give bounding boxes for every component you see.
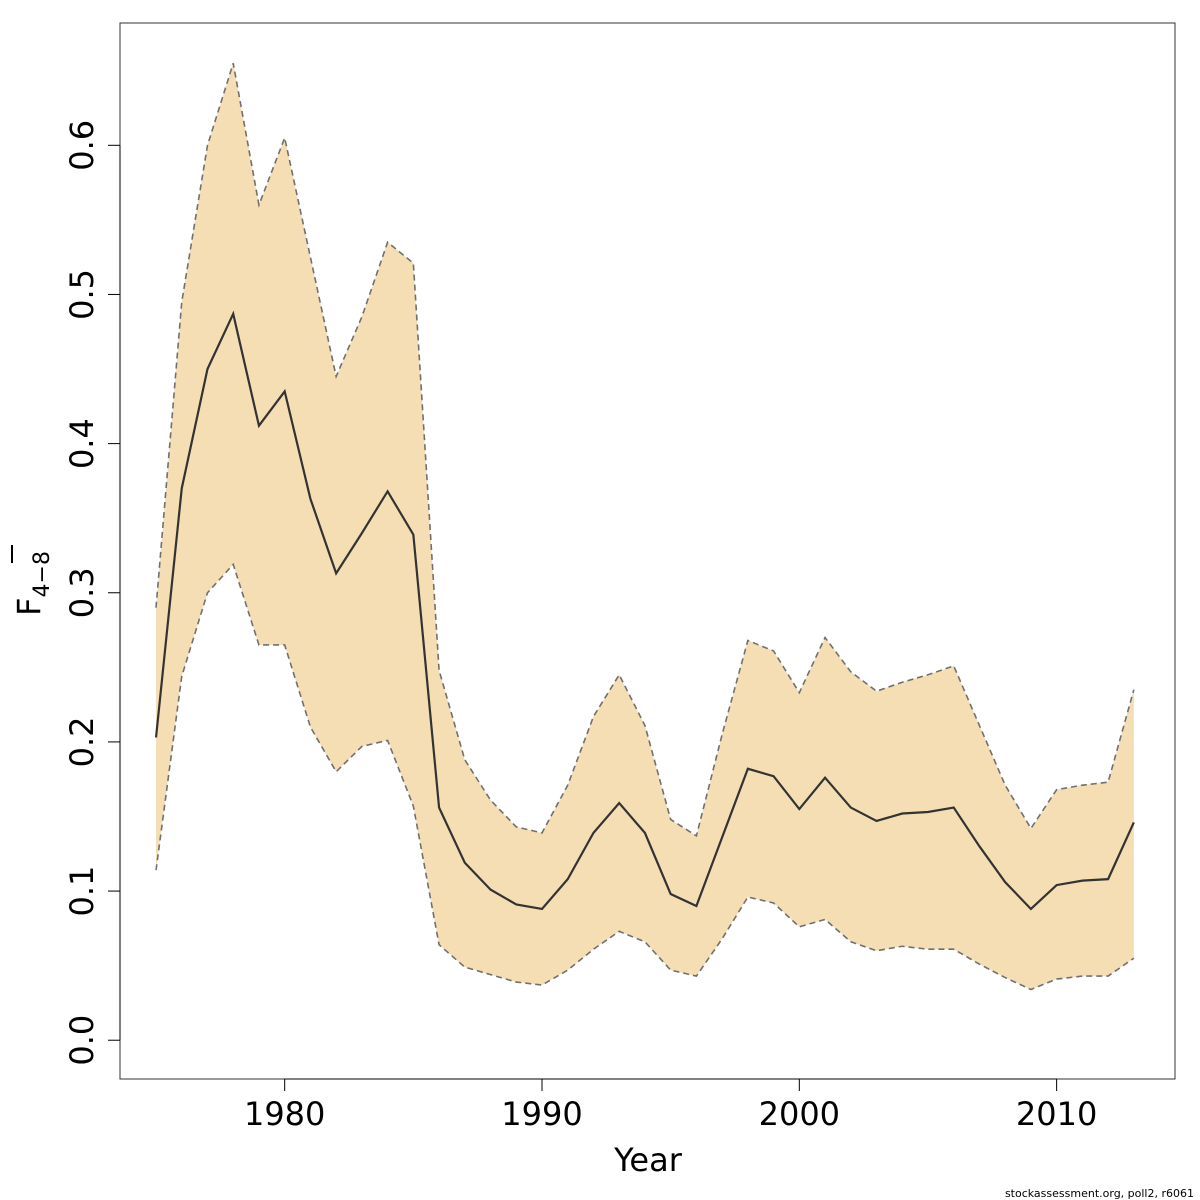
x-tick-label: 2010 <box>1016 1095 1097 1133</box>
y-tick-label: 0.1 <box>63 866 101 917</box>
confidence-band-area <box>156 63 1134 990</box>
x-tick-label: 1990 <box>501 1095 582 1133</box>
y-axis-title: F4−8 <box>10 545 55 616</box>
y-axis-title-subscript: 4−8 <box>30 551 55 597</box>
footer-note: stockassessment.org, poll2, r6061 <box>1005 1187 1194 1200</box>
y-axis: 0.0 0.1 0.2 0.3 0.4 0.5 0.6 <box>63 120 121 1066</box>
y-tick-label: 0.2 <box>63 716 101 767</box>
estimate-series <box>154 63 1135 991</box>
y-tick-label: 0.0 <box>63 1015 101 1066</box>
y-tick-label: 0.6 <box>63 120 101 171</box>
y-tick-label: 0.5 <box>63 269 101 320</box>
x-tick-label: 1980 <box>244 1095 325 1133</box>
svg-text:F4−8: F4−8 <box>10 551 55 616</box>
upper-bound-line <box>155 63 1135 838</box>
x-axis: 1980 1990 2000 2010 <box>244 1078 1097 1133</box>
confidence-band <box>156 63 1134 990</box>
y-tick-label: 0.3 <box>63 567 101 618</box>
y-tick-label: 0.4 <box>63 418 101 469</box>
x-tick-label: 2000 <box>759 1095 840 1133</box>
x-axis-title: Year <box>613 1141 683 1179</box>
y-axis-title-main: F <box>10 597 48 615</box>
lower-bound-line <box>155 562 1135 991</box>
